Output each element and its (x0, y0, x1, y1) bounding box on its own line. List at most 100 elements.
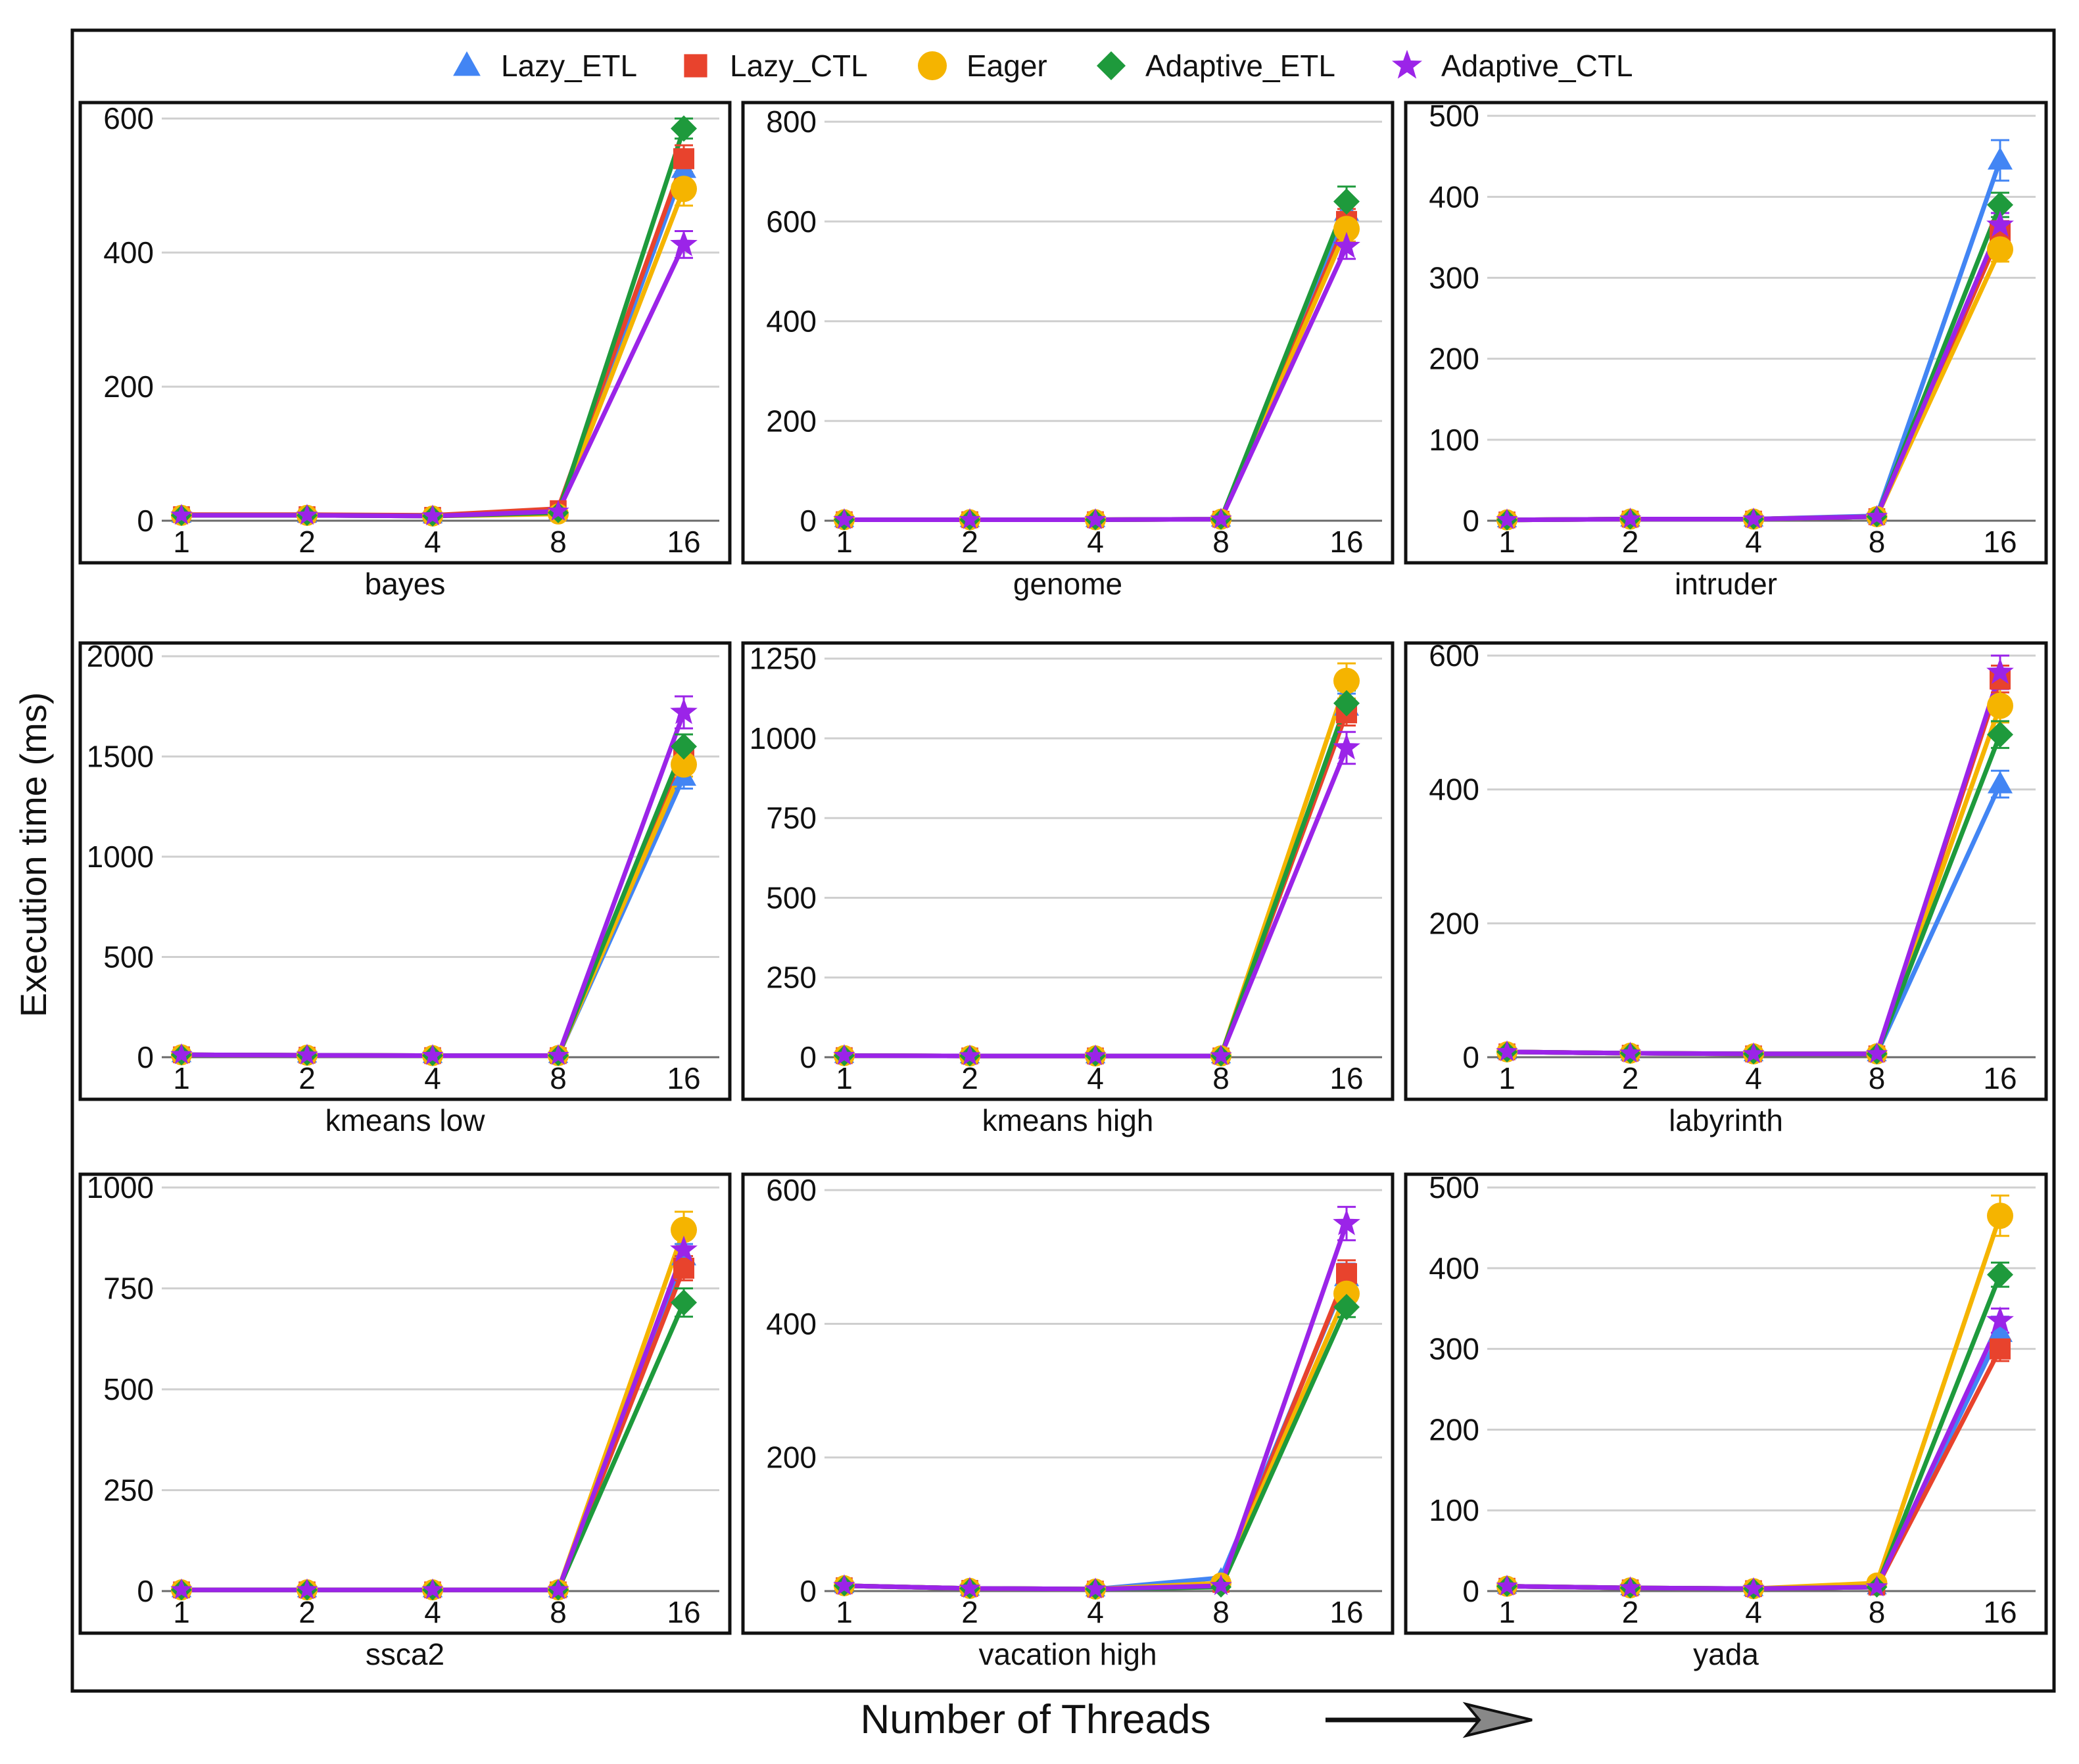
panel-title: kmeans low (325, 1103, 486, 1137)
x-tick-label: 16 (667, 525, 700, 559)
legend-marker-lazy-ctl (684, 54, 707, 78)
y-tick-label: 0 (800, 504, 817, 538)
y-tick-label: 1000 (87, 1170, 154, 1204)
series-line-lazy-etl (181, 1255, 686, 1592)
data-point-adaptive-ctl (1742, 1577, 1765, 1598)
series-line-adaptive-etl (181, 745, 686, 1059)
x-tick-label: 8 (1869, 525, 1886, 559)
data-point-adaptive-etl (671, 1289, 697, 1316)
data-point-adaptive-ctl (1496, 508, 1518, 529)
data-point-adaptive-ctl (1619, 1576, 1642, 1598)
legend: Lazy_ETL Lazy_CTL Eager Adaptive_ETL Adaptiv… (453, 49, 1633, 83)
data-point-adaptive-ctl (1084, 508, 1107, 529)
y-tick-label: 400 (103, 235, 154, 270)
series-line-adaptive-ctl (844, 1222, 1349, 1592)
panel-title: genome (1013, 567, 1122, 601)
data-point-adaptive-ctl (1986, 210, 2014, 237)
x-tick-label: 1 (173, 1595, 190, 1629)
series-line-adaptive-etl (844, 201, 1349, 522)
x-tick-label: 4 (1745, 525, 1762, 559)
legend-marker-eager (918, 51, 947, 80)
data-point-adaptive-ctl (1496, 1575, 1518, 1596)
panel-title: vacation high (978, 1637, 1157, 1671)
series-line-lazy-etl (181, 168, 686, 519)
data-point-lazy-ctl (673, 148, 694, 170)
legend-marker-adaptive-ctl (1392, 49, 1422, 79)
data-point-adaptive-etl (671, 115, 697, 142)
data-point-lazy-etl (1988, 771, 2013, 794)
x-tick-label: 16 (1329, 1595, 1363, 1629)
panel-frame (1404, 1172, 2048, 1635)
series-line-adaptive-etl (181, 128, 686, 519)
series-line-eager (844, 227, 1349, 522)
data-point-adaptive-ctl (296, 1043, 318, 1065)
y-tick-label: 400 (1429, 773, 1479, 807)
x-tick-label: 2 (1622, 525, 1639, 559)
series-line-adaptive-etl (844, 702, 1349, 1059)
x-tick-label: 8 (550, 525, 567, 559)
x-tick-label: 2 (1622, 1061, 1639, 1095)
series-line-lazy-etl (1506, 159, 2003, 523)
panel-title: intruder (1675, 567, 1777, 601)
panel-vacation-high: 0 200 400 600 1 2 4 8 16 vacation high (741, 1172, 1395, 1671)
panel-title: labyrinth (1669, 1103, 1783, 1137)
y-tick-label: 500 (103, 1372, 154, 1406)
y-tick-label: 1500 (87, 740, 154, 774)
panel-frame (78, 641, 732, 1101)
data-point-adaptive-ctl (959, 1044, 981, 1066)
legend-label-adaptive-ctl: Adaptive_CTL (1441, 49, 1633, 83)
data-point-adaptive-ctl (1619, 507, 1642, 529)
series-line-eager (1506, 705, 2003, 1057)
series-line-adaptive-ctl (1506, 1320, 2003, 1591)
data-point-adaptive-ctl (1619, 1041, 1642, 1063)
data-point-adaptive-ctl (170, 1043, 193, 1064)
y-tick-label: 0 (137, 504, 154, 538)
y-tick-label: 250 (766, 961, 817, 995)
y-tick-label: 200 (1429, 1412, 1479, 1446)
y-tick-label: 1000 (87, 840, 154, 874)
legend-item-eager: Eager (918, 49, 1047, 83)
x-tick-label: 1 (1498, 1061, 1516, 1095)
x-tick-label: 16 (1983, 525, 2017, 559)
y-tick-label: 1250 (750, 642, 817, 676)
data-point-adaptive-ctl (1986, 657, 2014, 684)
y-tick-label: 600 (766, 1173, 817, 1207)
y-tick-label: 500 (1429, 99, 1479, 133)
data-point-adaptive-ctl (1496, 1040, 1518, 1062)
y-tick-label: 400 (766, 1306, 817, 1341)
x-tick-label: 16 (1329, 525, 1363, 559)
x-tick-label: 1 (173, 525, 190, 559)
series-line-eager (1506, 1214, 2003, 1591)
data-point-adaptive-ctl (1084, 1577, 1107, 1599)
legend-item-adaptive-etl: Adaptive_ETL (1097, 49, 1335, 83)
panel-frame (741, 641, 1395, 1101)
y-tick-label: 0 (1462, 504, 1479, 538)
legend-label-eager: Eager (967, 49, 1047, 83)
y-tick-label: 200 (1429, 906, 1479, 940)
panel-frame (1404, 101, 2048, 565)
y-tick-label: 600 (103, 101, 154, 135)
series-line-adaptive-etl (1506, 204, 2003, 523)
data-point-adaptive-ctl (1210, 1574, 1232, 1596)
data-point-adaptive-ctl (959, 508, 981, 529)
data-point-lazy-ctl (673, 1257, 694, 1279)
x-tick-label: 4 (1745, 1595, 1762, 1629)
x-tick-label: 1 (836, 525, 853, 559)
data-point-adaptive-ctl (670, 229, 698, 256)
data-point-eager (1987, 1203, 2013, 1229)
series-line-lazy-ctl (181, 158, 686, 518)
y-tick-label: 750 (766, 801, 817, 835)
data-point-eager (1987, 692, 2013, 719)
data-point-eager (671, 176, 697, 203)
data-point-adaptive-ctl (296, 504, 318, 525)
y-tick-label: 750 (103, 1272, 154, 1306)
legend-label-lazy-ctl: Lazy_CTL (730, 49, 868, 83)
panel-kmeans-low: 0 500 1000 1500 2000 1 2 4 8 16 kmeans low (78, 639, 732, 1137)
data-point-adaptive-ctl (1210, 1044, 1232, 1066)
x-tick-label: 2 (961, 525, 978, 559)
panel-kmeans-high: 0 250 500 750 1000 1250 1 2 4 8 16 kmeans high (741, 641, 1395, 1137)
y-tick-label: 500 (1429, 1170, 1479, 1204)
x-tick-label: 2 (1622, 1595, 1639, 1629)
